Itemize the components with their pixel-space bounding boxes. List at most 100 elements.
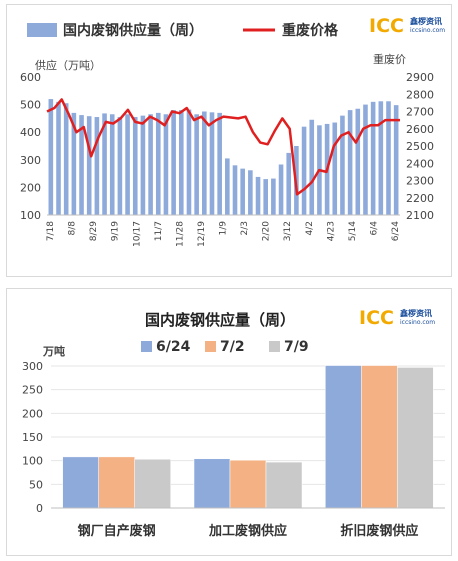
legend-swatch-7-9: [269, 341, 280, 352]
chart-title: 国内废钢供应量（周）: [145, 311, 295, 329]
chart-panel-supply-price: 国内废钢供应量（周） 重废价格 ICC 鑫椤资讯 iccsino.com 供应（万吨） 重废…: [6, 4, 452, 277]
legend-label-6-24: 6/24: [156, 339, 191, 355]
y-tick: 250: [22, 384, 43, 397]
y-tick-left: 500: [20, 99, 41, 112]
legend-swatch-supply: [27, 23, 57, 37]
y-tick-left: 300: [20, 154, 41, 167]
supply-bar: [393, 105, 399, 215]
supply-bar: [71, 112, 77, 215]
supply-bar: [56, 101, 61, 215]
supply-bar: [155, 112, 161, 215]
x-tick-label: 2/3: [240, 221, 250, 235]
y-tick-right: 2700: [406, 106, 434, 119]
supply-bar: [340, 115, 345, 215]
supply-bar: [332, 122, 338, 215]
y-tick-right: 2600: [406, 123, 434, 136]
x-tick-label: 4/23: [326, 221, 336, 241]
y-tick-right: 2900: [406, 71, 434, 84]
x-tick-label: 8/8: [68, 221, 78, 236]
bar-6-24: [325, 365, 362, 509]
supply-bar: [271, 178, 276, 215]
bar-6-24: [62, 456, 99, 509]
supply-bar: [109, 114, 115, 215]
y-tick-right: 2500: [406, 140, 434, 153]
y-tick-left: 400: [20, 126, 41, 139]
supply-bar: [301, 126, 307, 215]
bar-7-2: [229, 459, 267, 509]
y-tick-right: 2300: [406, 175, 434, 188]
y-tick: 0: [36, 502, 43, 515]
bar-6-24: [193, 458, 231, 509]
y-axis-title: 万吨: [42, 344, 65, 358]
y-tick-right: 2400: [406, 157, 434, 170]
category-label: 加工废钢供应: [208, 523, 287, 539]
category-label: 折旧废钢供应: [340, 523, 418, 539]
y-tick: 200: [22, 407, 43, 420]
x-tick-label: 1/9: [219, 221, 229, 236]
legend-swatch-6-24: [141, 341, 152, 352]
supply-bar: [132, 117, 138, 215]
category-label: 钢厂自产废钢: [78, 523, 156, 539]
supply-bar: [286, 152, 292, 215]
supply-bar: [125, 114, 130, 215]
y-tick-right: 2200: [406, 192, 434, 205]
logo-mark: ICC: [369, 15, 404, 37]
legend-swatch-7-2: [205, 341, 216, 352]
supply-bar: [217, 112, 222, 215]
y-axis-title-left: 供应（万吨）: [35, 58, 101, 72]
supply-bar: [148, 114, 153, 215]
supply-bar: [232, 165, 238, 215]
logo-mark: ICC: [359, 307, 394, 329]
supply-bar: [347, 110, 353, 215]
supply-bar: [186, 109, 192, 215]
supply-bar: [102, 113, 107, 215]
bar-7-9: [397, 367, 434, 509]
legend-label-supply: 国内废钢供应量（周）: [63, 22, 203, 39]
supply-bar: [117, 117, 123, 215]
supply-bar: [255, 176, 261, 215]
supply-bar: [355, 108, 361, 215]
supply-bar: [171, 110, 176, 215]
x-tick-label: 5/14: [348, 221, 358, 241]
supply-bar: [79, 115, 84, 215]
supply-bar: [225, 158, 230, 215]
supply-bar: [94, 117, 100, 215]
supply-bar: [370, 101, 376, 215]
y-tick: 150: [22, 431, 43, 444]
supply-bar: [86, 116, 92, 215]
logo-url: iccsino.com: [410, 27, 445, 34]
y-tick-left: 100: [20, 209, 41, 222]
x-tick-label: 10/17: [132, 221, 142, 247]
y-tick-right: 2100: [406, 209, 434, 222]
supply-bar: [163, 114, 169, 215]
supply-bar: [363, 104, 368, 215]
x-tick-label: 2/20: [262, 221, 272, 241]
logo-name: 鑫椤资讯: [409, 16, 442, 26]
supply-bar: [140, 115, 146, 215]
bar-7-2: [361, 365, 398, 509]
logo-name: 鑫椤资讯: [399, 308, 432, 318]
x-tick-label: 6/4: [369, 221, 379, 236]
y-tick-right: 2800: [406, 88, 434, 101]
supply-bar: [48, 99, 54, 215]
supply-bar: [309, 119, 315, 215]
x-tick-label: 9/19: [111, 221, 121, 241]
chart-panel-supply-breakdown: 国内废钢供应量（周） ICC 鑫椤资讯 iccsino.com 6/24 7/2 7/9 万吨…: [6, 288, 452, 556]
y-tick-left: 200: [20, 181, 41, 194]
bar-7-9: [134, 459, 171, 509]
supply-bar: [63, 103, 69, 215]
y-tick: 50: [29, 478, 43, 491]
supply-bar: [386, 101, 391, 215]
supply-bar: [378, 101, 384, 215]
price-line: [46, 98, 400, 196]
legend-label-price: 重废价格: [282, 22, 339, 39]
supply-bar: [240, 168, 245, 215]
legend-label-7-9: 7/9: [284, 339, 309, 355]
supply-bar: [209, 112, 215, 215]
supply-bar: [263, 179, 268, 215]
supply-bar: [202, 111, 207, 215]
y-tick: 100: [22, 455, 43, 468]
legend-label-7-2: 7/2: [220, 339, 245, 355]
